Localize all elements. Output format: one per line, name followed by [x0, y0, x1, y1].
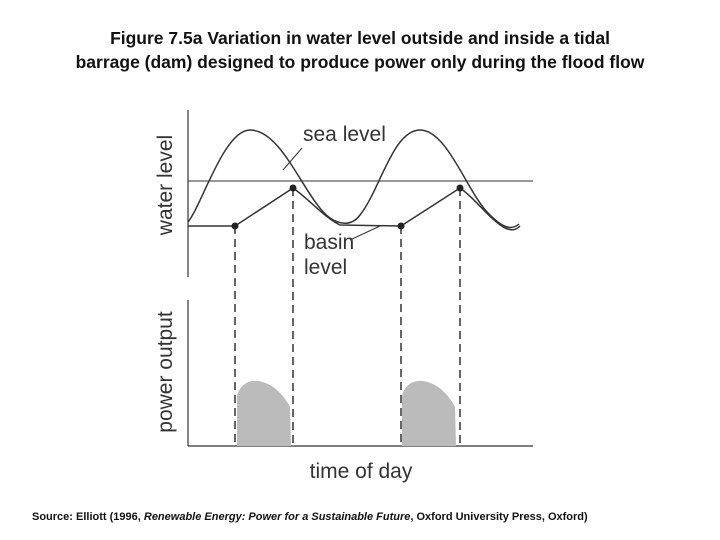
figure-title-line-1: Figure 7.5a Variation in water level out…	[110, 28, 610, 48]
sea-level-curve	[187, 129, 520, 229]
source-prefix: Source: Elliott (1996,	[32, 511, 144, 523]
sea-level-label: sea level	[303, 123, 386, 146]
sluice-point-1	[231, 222, 239, 230]
sea-level-pointer	[282, 147, 303, 171]
sluice-point-2	[289, 184, 297, 192]
power-output-pulse-1	[237, 380, 291, 446]
source-suffix: , Oxford University Press, Oxford)	[410, 511, 588, 523]
bottom-y-axis-label: power output	[154, 311, 177, 433]
sluice-point-4	[456, 184, 464, 192]
x-axis-label: time of day	[310, 460, 413, 483]
source-book-title: Renewable Energy: Power for a Sustainabl…	[143, 511, 411, 523]
basin-level-curve	[188, 187, 521, 231]
figure-title: Figure 7.5a Variation in water level out…	[0, 26, 720, 74]
top-y-axis-label: water level	[154, 135, 177, 236]
basin-label-line-1: basin	[304, 231, 354, 254]
figure-title-line-2: barrage (dam) designed to produce power …	[75, 52, 645, 72]
power-output-pulse-2	[402, 380, 456, 446]
source-citation: Source: Elliott (1996, Renewable Energy:…	[32, 511, 588, 523]
basin-label-line-2: level	[304, 256, 347, 279]
basin-level-pointer	[349, 225, 381, 241]
sluice-point-3	[397, 222, 405, 230]
